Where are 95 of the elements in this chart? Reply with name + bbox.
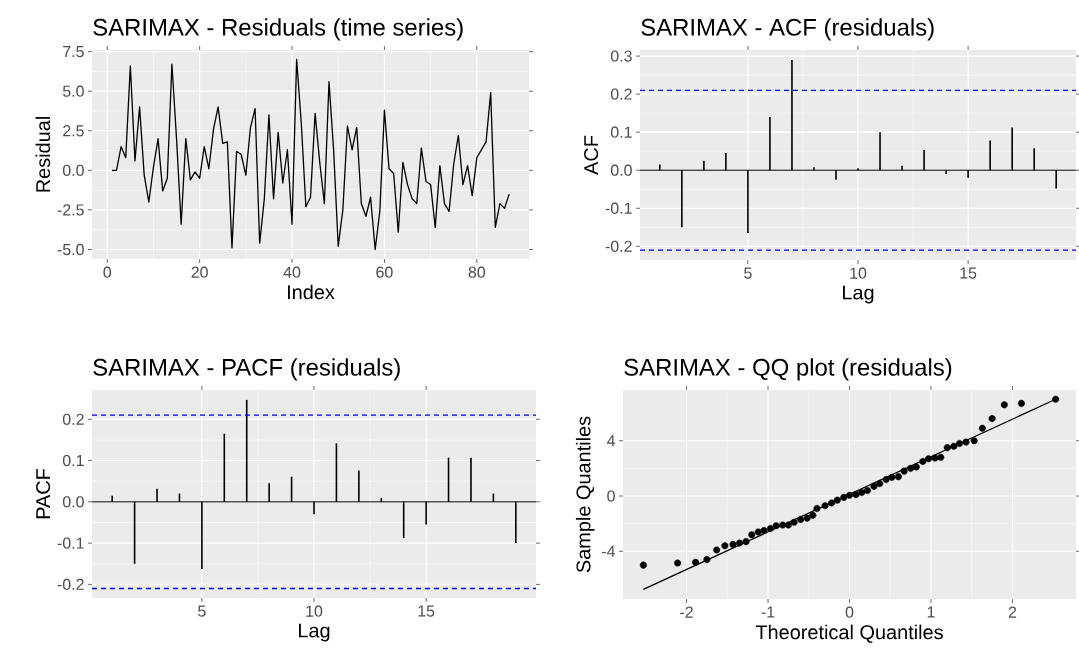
point: [1000, 401, 1008, 409]
x-tick-label: 2: [1008, 606, 1017, 618]
y-axis-title: Sample Quantiles: [575, 416, 595, 573]
y-tick-label: -0.1: [57, 537, 84, 549]
x-tick-label: 40: [283, 266, 301, 278]
point: [962, 438, 970, 446]
chart-title: SARIMAX - QQ plot (residuals): [624, 358, 952, 381]
point: [813, 504, 821, 512]
point: [912, 463, 920, 471]
point: [900, 467, 908, 475]
x-tick-label: 1: [927, 606, 935, 618]
y-tick-label: -0.2: [57, 578, 84, 591]
x-tick-label: 5: [198, 605, 206, 617]
chart-title: SARIMAX - Residuals (time series): [93, 18, 463, 41]
y-axis-title: PACF: [36, 468, 51, 519]
y-axis-title: ACF: [584, 135, 599, 175]
y-tick-label: -5.0: [57, 243, 84, 256]
point: [790, 518, 798, 526]
point: [888, 473, 896, 481]
point: [639, 561, 647, 569]
x-tick-label: -1: [761, 606, 775, 618]
x-axis-title: Theoretical Quantiles: [755, 624, 943, 643]
point: [784, 521, 792, 529]
x-tick-label: 60: [376, 266, 393, 278]
point: [721, 542, 729, 550]
x-axis-title: Index: [287, 284, 335, 300]
y-tick-label: 4: [606, 435, 616, 447]
point: [950, 442, 958, 450]
point: [919, 457, 927, 465]
point: [779, 521, 787, 529]
y-tick-label: 5.0: [62, 85, 84, 97]
line-series: [111, 58, 510, 251]
y-tick-label: 0.0: [62, 496, 84, 508]
point: [736, 539, 744, 547]
point: [748, 531, 756, 539]
point: [833, 496, 841, 504]
point: [760, 527, 768, 535]
x-tick-label: 0: [845, 606, 854, 618]
point: [821, 502, 829, 510]
x-tick-label: 80: [468, 266, 486, 278]
point: [703, 556, 711, 564]
y-tick-label: 0.0: [610, 164, 632, 176]
point: [970, 437, 978, 445]
y-axis-title: Residual: [35, 117, 51, 192]
y-tick-label: 0.1: [62, 454, 84, 467]
point: [870, 482, 878, 490]
point: [772, 522, 780, 530]
point: [1017, 399, 1025, 407]
point: [729, 540, 737, 548]
x-tick-label: 20: [191, 266, 208, 278]
y-tick-label: -0.1: [605, 202, 632, 214]
point: [1052, 395, 1060, 403]
y-tick-label: 0.0: [62, 164, 84, 176]
point: [876, 480, 884, 488]
chart-title: SARIMAX - PACF (residuals): [93, 358, 400, 381]
point: [931, 454, 939, 462]
y-tick-label: 0: [607, 490, 615, 502]
x-tick-label: 10: [850, 267, 867, 279]
y-tick-label: -4: [602, 545, 616, 557]
x-tick-label: -2: [680, 606, 693, 618]
x-axis-title: Lag: [843, 285, 874, 304]
point: [943, 444, 951, 452]
point: [863, 486, 871, 494]
point: [840, 493, 848, 501]
point: [978, 424, 986, 432]
y-tick-label: 0.2: [62, 413, 84, 425]
x-axis-title: Lag: [299, 623, 330, 642]
y-tick-label: 2.5: [63, 125, 84, 137]
point: [925, 455, 933, 463]
point: [713, 546, 721, 554]
point: [809, 511, 817, 519]
y-tick-label: -2.5: [57, 204, 84, 216]
point: [956, 439, 963, 447]
point: [937, 453, 945, 461]
y-tick-label: -0.2: [605, 240, 632, 252]
point: [894, 473, 902, 481]
x-tick-label: 5: [744, 267, 752, 279]
x-tick-label: 15: [418, 605, 435, 617]
point: [692, 558, 700, 566]
x-tick-label: 10: [306, 605, 323, 617]
chart-title: SARIMAX - ACF (residuals): [641, 18, 934, 41]
y-tick-label: 7.5: [63, 46, 84, 58]
point: [988, 415, 996, 423]
x-tick-label: 15: [960, 267, 977, 279]
point: [797, 516, 805, 524]
x-tick-label: 0: [103, 266, 112, 278]
point: [742, 538, 750, 546]
point: [674, 559, 682, 567]
y-tick-label: 0.1: [610, 126, 632, 138]
point: [858, 489, 866, 497]
point: [846, 491, 854, 499]
point: [803, 514, 811, 522]
y-tick-label: 0.3: [610, 50, 632, 62]
point: [852, 491, 860, 499]
y-tick-label: 0.2: [610, 88, 632, 100]
